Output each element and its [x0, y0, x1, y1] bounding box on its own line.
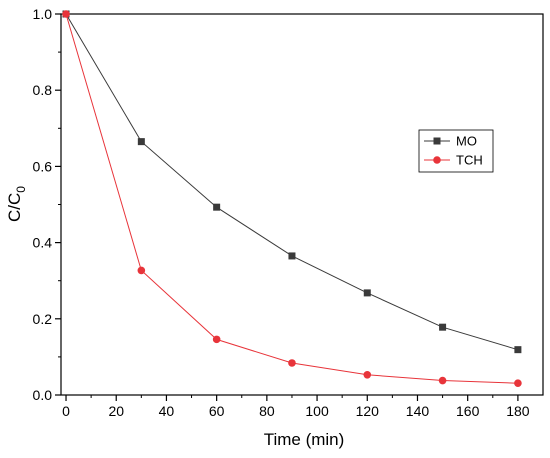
x-tick-label: 140 — [406, 403, 430, 419]
x-tick-label: 40 — [159, 403, 175, 419]
data-point-mo — [137, 138, 145, 146]
y-tick-label: 0.2 — [33, 311, 53, 327]
data-point-tch — [438, 376, 447, 385]
x-tick-label: 20 — [108, 403, 124, 419]
x-tick-label: 0 — [62, 403, 70, 419]
y-axis-title-subscript: 0 — [14, 186, 28, 193]
data-point-mo — [363, 289, 371, 297]
y-tick-label: 0.6 — [33, 158, 53, 174]
data-point-tch — [62, 10, 70, 18]
x-axis-title: Time (min) — [264, 430, 345, 449]
x-tick-label: 100 — [305, 403, 329, 419]
y-tick-label: 0.0 — [33, 387, 53, 403]
data-point-tch — [288, 359, 296, 367]
y-tick-label: 0.4 — [33, 235, 53, 251]
legend-label-tch: TCH — [456, 153, 483, 168]
data-point-mo — [514, 346, 522, 354]
x-tick-label: 160 — [456, 403, 480, 419]
y-axis-title-main: C/C — [5, 193, 24, 222]
plot-frame — [60, 13, 544, 396]
series-layer — [62, 10, 522, 387]
data-point-tch — [137, 266, 146, 275]
x-tick-label: 60 — [209, 403, 225, 419]
x-tick-label: 80 — [259, 403, 275, 419]
legend-label-mo: MO — [456, 134, 477, 149]
legend: MO TCH — [418, 129, 494, 173]
series-line-tch — [65, 13, 518, 384]
y-tick-label: 1.0 — [33, 6, 53, 22]
y-axis-title: C/C0 — [5, 186, 28, 222]
data-point-mo — [213, 203, 221, 211]
y-tick-label: 0.8 — [33, 82, 53, 98]
data-point-mo — [439, 323, 447, 331]
axes: 0 20 40 60 80 100 120 140 160 180 0.0 0.2 0.4 0.6 0.8 1… — [33, 6, 544, 419]
data-point-mo — [288, 252, 296, 260]
data-point-tch — [514, 379, 522, 387]
legend-marker-mo — [433, 137, 441, 145]
x-tick-label: 120 — [356, 403, 380, 419]
legend-marker-tch — [433, 156, 441, 164]
data-point-tch — [212, 335, 221, 344]
legend-box — [418, 129, 494, 173]
series-line-mo — [65, 13, 519, 351]
data-point-tch — [363, 371, 372, 379]
x-tick-label: 180 — [506, 403, 530, 419]
